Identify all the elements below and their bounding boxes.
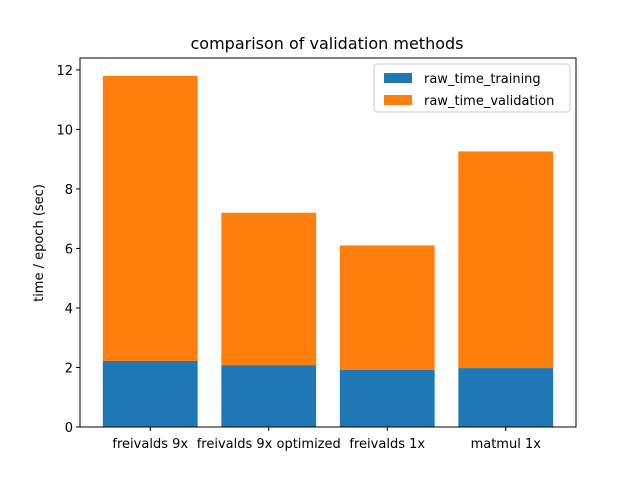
legend-swatch-raw-time-validation [384, 95, 412, 105]
bar-raw-time-validation-1 [102, 75, 198, 361]
bar-raw-time-validation-3 [339, 245, 435, 370]
x-axis: freivalds 9x freivalds 9x optimized freiva… [112, 427, 541, 452]
bar-raw-time-training-1 [102, 360, 198, 427]
y-tick-label: 6 [65, 242, 73, 257]
bar-raw-time-validation-4 [458, 151, 554, 369]
x-tick-label: freivalds 1x [349, 437, 425, 452]
y-tick-label: 4 [65, 302, 73, 317]
y-axis: 0 2 4 6 8 10 12 [56, 64, 80, 436]
x-tick-label: matmul 1x [471, 437, 542, 452]
y-tick-label: 2 [65, 361, 73, 376]
bar-raw-time-validation-2 [221, 212, 317, 366]
chart-title: comparison of validation methods [191, 34, 464, 53]
y-tick-label: 10 [56, 123, 73, 138]
legend-box [373, 63, 571, 113]
x-tick-label: freivalds 9x optimized [197, 437, 341, 452]
bars-group [102, 75, 554, 427]
legend: raw_time_training raw_time_validation [373, 63, 571, 113]
bar-raw-time-training-4 [458, 368, 554, 427]
y-axis-title: time / epoch (sec) [32, 184, 47, 302]
bar-raw-time-training-2 [221, 365, 317, 427]
x-tick-label: freivalds 9x [112, 437, 188, 452]
legend-swatch-raw-time-training [384, 73, 412, 83]
y-tick-label: 8 [65, 183, 73, 198]
plot-frame [79, 57, 577, 428]
bar-raw-time-training-3 [339, 369, 435, 427]
y-tick-label: 0 [65, 421, 73, 436]
legend-label-raw-time-validation: raw_time_validation [424, 94, 554, 109]
y-tick-label: 12 [56, 64, 73, 79]
legend-label-raw-time-training: raw_time_training [424, 72, 541, 87]
